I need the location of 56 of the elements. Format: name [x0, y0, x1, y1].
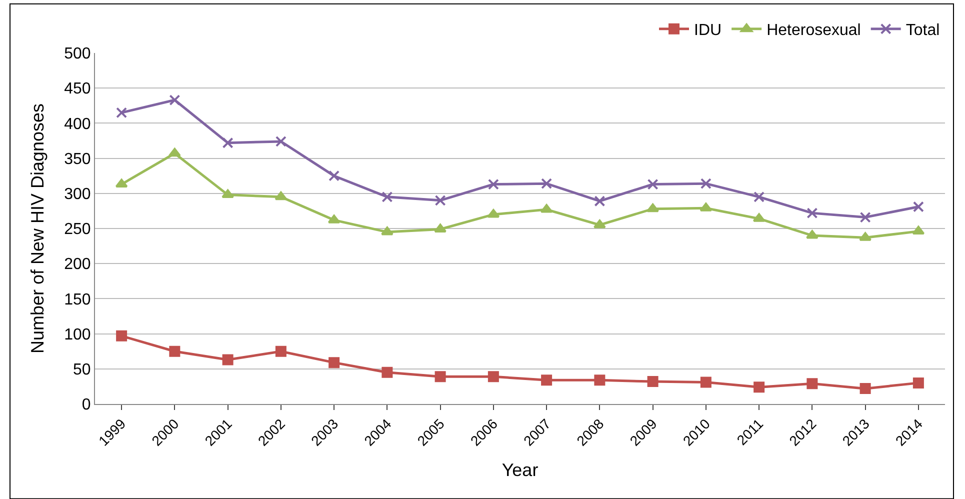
point	[647, 376, 658, 388]
point	[541, 178, 552, 190]
point	[115, 178, 128, 188]
point	[646, 203, 660, 212]
legend-label: IDU	[694, 22, 722, 40]
point	[222, 137, 234, 148]
point	[222, 189, 234, 198]
point	[806, 208, 818, 219]
point	[434, 371, 446, 382]
point	[912, 377, 924, 388]
y-tick-label: 300	[64, 186, 91, 203]
point	[222, 354, 234, 366]
point	[275, 346, 286, 357]
point	[806, 378, 818, 390]
y-tick-label: 200	[64, 256, 91, 274]
point	[593, 219, 606, 228]
point	[274, 191, 288, 200]
legend-label: Heterosexual	[766, 22, 861, 40]
x-axis-title: Year	[502, 460, 538, 480]
point	[488, 371, 499, 382]
y-tick-label: 500	[64, 46, 91, 63]
y-tick-label: 150	[64, 291, 91, 308]
point	[488, 178, 499, 190]
y-axis-title: Number of New HIV Diagnoses	[27, 103, 48, 354]
y-tick-label: 100	[64, 326, 91, 344]
point	[647, 178, 658, 190]
point	[168, 148, 181, 157]
point	[487, 208, 500, 218]
point	[700, 178, 712, 190]
point	[328, 357, 340, 368]
point	[541, 374, 552, 386]
point	[700, 376, 712, 388]
point	[912, 226, 925, 235]
point	[754, 191, 765, 202]
point	[434, 194, 446, 206]
y-tick-label: 0	[82, 396, 91, 414]
point	[912, 201, 924, 212]
point	[275, 136, 286, 147]
y-tick-label: 450	[64, 80, 91, 98]
y-tick-label: 250	[64, 221, 91, 238]
point	[860, 383, 871, 394]
point	[594, 196, 606, 207]
y-tick-label: 400	[64, 116, 91, 133]
legend-label: Total	[906, 22, 940, 40]
point	[116, 107, 128, 118]
point	[754, 382, 765, 393]
point	[116, 330, 128, 342]
point	[328, 170, 340, 182]
point	[169, 346, 180, 357]
y-tick-label: 350	[64, 150, 91, 168]
y-tick-label: 50	[73, 362, 91, 378]
point	[860, 212, 871, 223]
point	[382, 366, 393, 378]
point	[382, 191, 393, 202]
point	[594, 374, 606, 386]
point	[169, 94, 180, 106]
